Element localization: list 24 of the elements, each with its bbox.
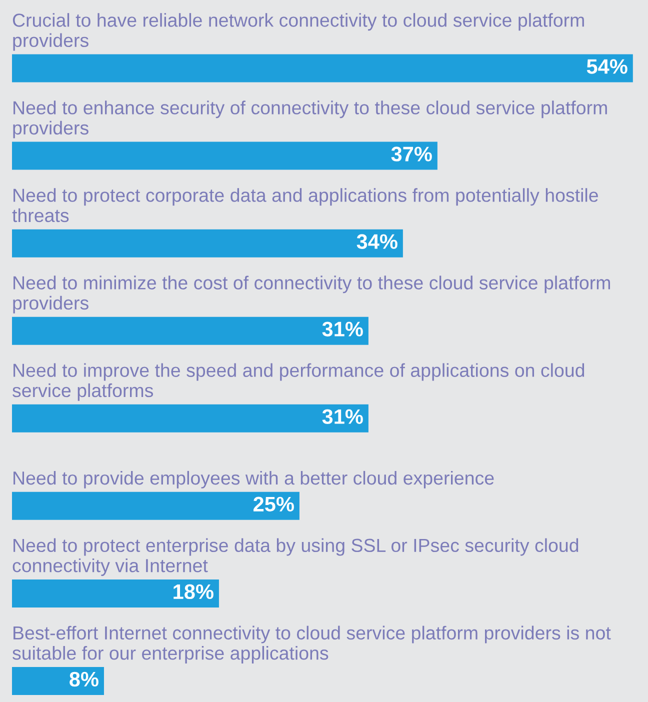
data-label: 18%: [174, 584, 214, 600]
bar: [12, 54, 633, 82]
data-label: 31%: [322, 409, 363, 424]
data-label: 54%: [586, 59, 628, 74]
data-label: 34%: [356, 234, 398, 249]
bar: [12, 404, 368, 432]
bar: [12, 316, 368, 345]
y-tick-label: Best-effort Internet connectivity to cloud service platform providers is not suitable for our enterprise applications: [12, 626, 611, 664]
bar: [12, 492, 300, 520]
data-label: 31%: [322, 322, 363, 336]
data-label: 37%: [391, 146, 432, 162]
data-label: 25%: [254, 496, 294, 512]
y-tick-label: Need to protect enterprise data by using SSL or IPsec security cloud connectivity via Internet: [12, 538, 578, 576]
bar: [12, 579, 219, 608]
y-tick-label: Need to provide employees with a better cloud experience: [14, 470, 494, 488]
y-tick-label: Need to minimize the cost of connectivity to these cloud service platform providers: [13, 276, 610, 314]
data-label: 8%: [70, 672, 98, 687]
bar: [12, 229, 403, 258]
bar: [12, 142, 438, 170]
y-tick-label: Crucial to have reliable network connectivity to cloud service platform providers: [12, 13, 584, 51]
y-tick-label: Need to enhance security of connectivity to these cloud service platform providers: [13, 100, 607, 138]
bar: [12, 666, 104, 695]
y-tick-label: Need to improve the speed and performance of applications on cloud service platforms: [12, 363, 584, 401]
y-tick-label: Need to protect corporate data and applications from potentially hostile threats: [12, 188, 598, 222]
